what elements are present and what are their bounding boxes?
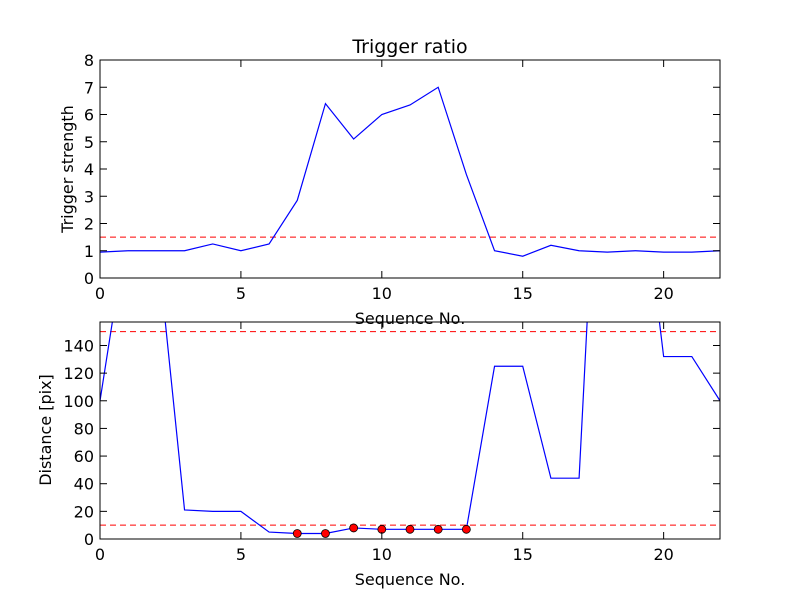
bottom-chart-data-point-marker	[349, 523, 359, 533]
bottom-chart-x-tick-label: 20	[653, 545, 673, 564]
top-chart-y-tick-label: 2	[84, 215, 94, 234]
bottom-chart-y-tick-label: 80	[74, 419, 94, 438]
top-chart-y-tick-label: 5	[84, 133, 94, 152]
bottom-chart-data-point-marker	[461, 524, 471, 534]
bottom-chart-y-tick-label: 0	[84, 530, 94, 549]
top-chart-x-tick-label: 20	[653, 284, 673, 303]
bottom-chart-x-tick-label: 10	[372, 545, 392, 564]
bottom-chart-y-tick-label: 140	[63, 336, 94, 355]
bottom-chart-x-tick-label: 15	[513, 545, 533, 564]
top-chart-y-tick-label: 8	[84, 51, 94, 70]
top-chart-y-tick-label: 3	[84, 187, 94, 206]
top-chart-panel: Trigger ratio 0 5 10 15 20 0 1 2 3 4 5 6 7 8 Sequence…	[58, 36, 721, 328]
bottom-chart-y-axis-label: Distance [pix]	[36, 374, 55, 486]
top-chart-x-axis-label: Sequence No.	[355, 309, 466, 328]
bottom-chart-data-point-marker	[292, 529, 302, 538]
top-chart-y-tick-label: 6	[84, 106, 94, 125]
top-chart-y-tick-label: 1	[84, 242, 94, 261]
bottom-chart-y-tick-label: 40	[74, 475, 94, 494]
bottom-chart-data-point-marker	[321, 529, 330, 538]
bottom-chart-x-tick-label: 0	[95, 545, 105, 564]
top-chart-y-tick-label: 7	[84, 78, 94, 97]
bottom-chart-data-point-marker	[433, 524, 443, 534]
bottom-chart-y-tick-label: 20	[74, 502, 94, 521]
bottom-chart-x-tick-label: 5	[236, 545, 246, 564]
bottom-chart-x-axis-label: Sequence No.	[355, 570, 466, 589]
top-chart-y-axis-label: Trigger strength	[58, 105, 77, 234]
bottom-chart-y-tick-label: 120	[63, 364, 94, 383]
top-chart-title: Trigger ratio	[351, 36, 467, 58]
top-chart-x-tick-label: 10	[372, 284, 392, 303]
bottom-chart-data-point-marker	[405, 524, 415, 534]
top-chart-x-tick-label: 15	[513, 284, 533, 303]
top-chart-x-tick-label: 0	[95, 284, 105, 303]
top-chart-x-tick-label: 5	[236, 284, 246, 303]
top-chart-series-line	[100, 86, 720, 257]
bottom-chart-y-tick-label: 100	[63, 392, 94, 411]
bottom-chart-frame	[99, 321, 721, 540]
top-chart-y-tick-label: 4	[84, 160, 94, 179]
top-chart-y-tick-label: 0	[84, 269, 94, 288]
top-chart-frame	[99, 59, 721, 279]
bottom-chart-y-tick-label: 60	[74, 447, 94, 466]
